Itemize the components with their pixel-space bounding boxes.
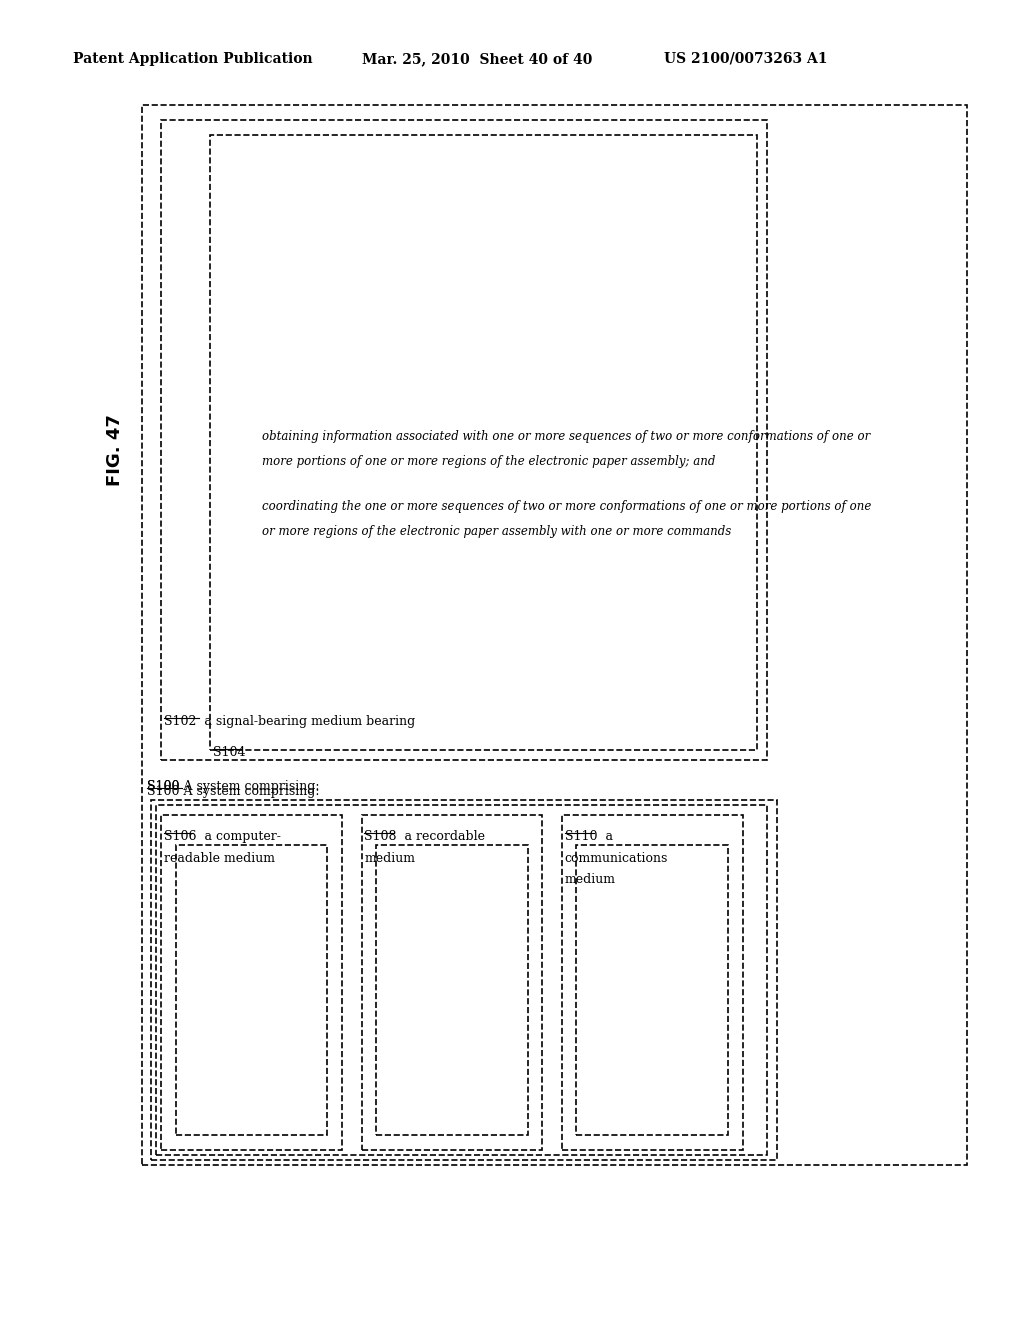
Bar <box>176 845 328 1135</box>
Text: S110  a: S110 a <box>565 830 612 843</box>
Bar <box>210 135 757 750</box>
Text: Mar. 25, 2010  Sheet 40 of 40: Mar. 25, 2010 Sheet 40 of 40 <box>361 51 592 66</box>
Bar <box>161 120 767 760</box>
Text: US 2100/0073263 A1: US 2100/0073263 A1 <box>665 51 828 66</box>
Text: coordinating the one or more sequences of two or more conformations of one or mo: coordinating the one or more sequences o… <box>262 500 871 513</box>
Text: S100 A system comprising:: S100 A system comprising: <box>146 785 319 799</box>
Text: communications: communications <box>565 851 668 865</box>
Bar <box>157 805 767 1155</box>
Bar <box>376 845 527 1135</box>
Bar <box>152 800 777 1160</box>
Bar <box>562 814 742 1150</box>
Text: more portions of one or more regions of the electronic paper assembly; and: more portions of one or more regions of … <box>262 455 715 469</box>
Text: S108  a recordable: S108 a recordable <box>365 830 485 843</box>
Bar <box>361 814 543 1150</box>
Text: obtaining information associated with one or more sequences of two or more confo: obtaining information associated with on… <box>262 430 870 444</box>
Bar <box>141 106 968 1166</box>
Text: FIG. 47: FIG. 47 <box>106 414 124 486</box>
Text: S100: S100 <box>146 780 179 793</box>
Text: S100 A system comprising:: S100 A system comprising: <box>146 780 319 793</box>
Text: S102  a signal-bearing medium bearing: S102 a signal-bearing medium bearing <box>164 715 416 729</box>
Text: Patent Application Publication: Patent Application Publication <box>74 51 313 66</box>
Text: medium: medium <box>565 873 615 886</box>
Text: S104: S104 <box>213 746 246 759</box>
Bar <box>577 845 728 1135</box>
Bar <box>161 814 342 1150</box>
Text: readable medium: readable medium <box>164 851 275 865</box>
Text: S106  a computer-: S106 a computer- <box>164 830 281 843</box>
Text: or more regions of the electronic paper assembly with one or more commands: or more regions of the electronic paper … <box>262 525 731 539</box>
Text: medium: medium <box>365 851 416 865</box>
